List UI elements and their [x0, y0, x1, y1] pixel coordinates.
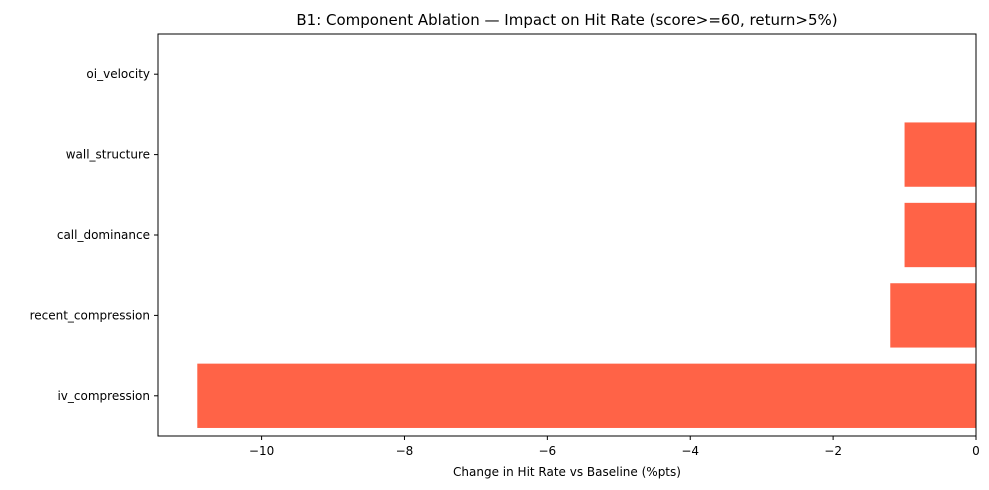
x-axis-label: Change in Hit Rate vs Baseline (%pts): [453, 465, 681, 479]
y-axis: iv_compression recent_compression call_dom…: [30, 67, 158, 403]
bar-recent-compression: [890, 283, 976, 348]
x-tick-label: −6: [539, 444, 557, 458]
x-tick-label: −4: [681, 444, 699, 458]
chart-title: B1: Component Ablation — Impact on Hit R…: [296, 11, 837, 29]
y-tick-label: wall_structure: [66, 148, 150, 162]
bar-call-dominance: [904, 202, 976, 268]
y-tick-label: iv_compression: [57, 389, 150, 403]
x-tick-label: 0: [972, 444, 980, 458]
x-tick-label: −2: [824, 444, 842, 458]
bar-iv-compression: [197, 363, 976, 428]
y-tick-label: call_dominance: [57, 228, 150, 242]
x-tick-label: −8: [396, 444, 414, 458]
x-axis: −10 −8 −6 −4 −2 0: [249, 436, 980, 458]
y-tick-label: recent_compression: [30, 308, 150, 322]
bars-group: [197, 122, 976, 428]
x-tick-label: −10: [249, 444, 274, 458]
plot-frame: [157, 33, 977, 437]
bar-wall-structure: [904, 122, 976, 187]
y-tick-label: oi_velocity: [86, 67, 150, 81]
